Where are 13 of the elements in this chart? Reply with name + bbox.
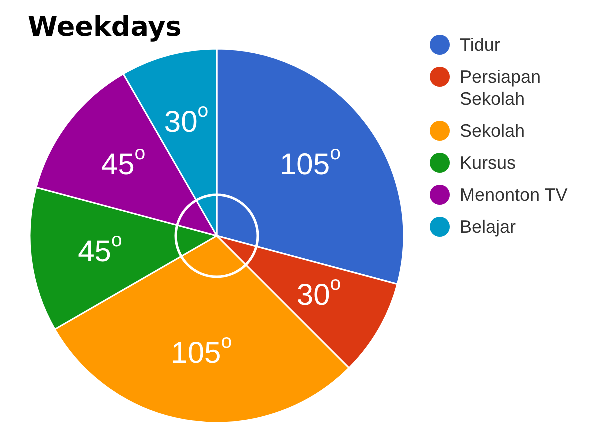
chart-title: Weekdays xyxy=(28,12,182,43)
data-label: 45$^{o}$ xyxy=(101,142,146,181)
data-label: 105$^{o}$ xyxy=(280,142,342,181)
legend-label: Belajar xyxy=(460,216,516,238)
data-label: 45$^{o}$ xyxy=(78,229,122,268)
legend-label: Sekolah xyxy=(460,120,526,142)
legend-label: Tidur xyxy=(460,34,500,56)
legend-label: Kursus xyxy=(460,152,516,174)
data-label: 105$^{o}$ xyxy=(171,330,232,370)
legend-label: Persiapan Sekolah xyxy=(460,66,542,110)
data-label: 30$^{o}$ xyxy=(296,272,342,312)
legend-label: Menonton TV xyxy=(460,184,568,206)
data-label: 30$^{o}$ xyxy=(164,100,209,139)
